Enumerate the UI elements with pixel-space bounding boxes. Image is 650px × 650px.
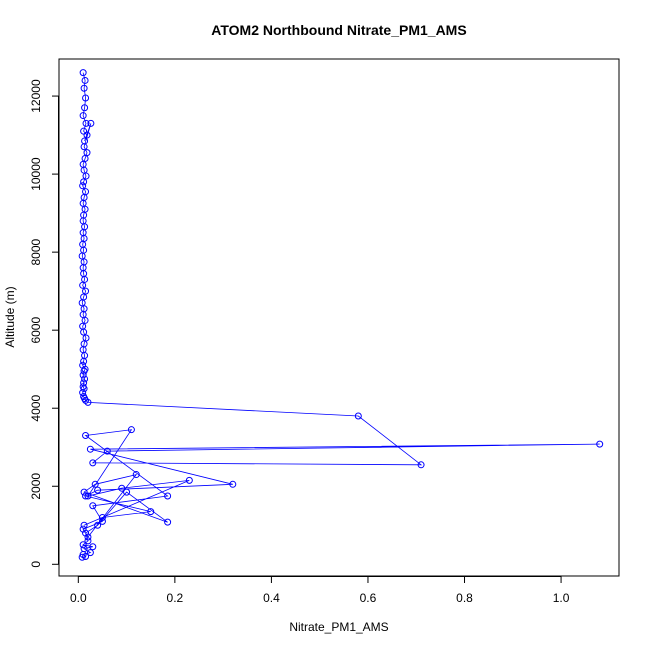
data-point bbox=[354, 412, 362, 420]
x-tick-label: 1.0 bbox=[553, 591, 570, 605]
data-point bbox=[98, 513, 106, 521]
data-point bbox=[82, 552, 90, 560]
data-point bbox=[84, 398, 92, 406]
x-tick-label: 0.0 bbox=[70, 591, 87, 605]
data-point bbox=[89, 459, 97, 467]
data-point bbox=[79, 281, 87, 289]
data-point bbox=[79, 371, 87, 379]
data-point bbox=[80, 143, 88, 151]
data-point bbox=[82, 94, 90, 102]
data-point bbox=[80, 488, 88, 496]
data-point bbox=[79, 541, 87, 549]
data-point bbox=[80, 367, 88, 375]
y-tick-label: 6000 bbox=[29, 317, 43, 344]
data-point bbox=[80, 521, 88, 529]
data-point bbox=[82, 432, 90, 440]
data-point bbox=[123, 488, 131, 496]
data-point bbox=[81, 375, 89, 383]
points-group bbox=[78, 69, 604, 561]
data-point bbox=[94, 486, 102, 494]
y-tick-label: 10000 bbox=[29, 157, 43, 191]
data-point bbox=[82, 492, 90, 500]
data-point bbox=[91, 480, 99, 488]
data-point bbox=[81, 104, 89, 112]
data-point bbox=[80, 328, 88, 336]
data-point bbox=[82, 172, 90, 180]
y-axis: 0 2000 4000 6000 8000 10000 12000 bbox=[29, 79, 59, 568]
data-point bbox=[229, 480, 237, 488]
data-point bbox=[79, 69, 87, 77]
x-tick-label: 0.6 bbox=[360, 591, 377, 605]
data-point bbox=[79, 112, 87, 120]
data-point bbox=[596, 440, 604, 448]
data-point bbox=[82, 119, 90, 127]
data-point bbox=[86, 445, 94, 453]
data-point bbox=[164, 518, 172, 526]
data-point bbox=[127, 426, 135, 434]
data-point bbox=[80, 84, 88, 92]
y-tick-label: 0 bbox=[29, 561, 43, 568]
data-point bbox=[80, 178, 88, 186]
data-point bbox=[80, 357, 88, 365]
data-point bbox=[185, 476, 193, 484]
data-point bbox=[79, 182, 87, 190]
data-point bbox=[417, 461, 425, 469]
data-point bbox=[87, 119, 95, 127]
y-tick-label: 12000 bbox=[29, 79, 43, 113]
data-point bbox=[89, 502, 97, 510]
data-point bbox=[98, 517, 106, 525]
y-tick-label: 8000 bbox=[29, 238, 43, 265]
series-line-group bbox=[81, 72, 600, 558]
y-tick-label: 4000 bbox=[29, 395, 43, 422]
x-axis-label: Nitrate_PM1_AMS bbox=[289, 620, 388, 634]
x-tick-label: 0.4 bbox=[263, 591, 280, 605]
x-tick-label: 0.8 bbox=[456, 591, 473, 605]
data-point bbox=[83, 131, 91, 139]
x-tick-label: 0.2 bbox=[167, 591, 184, 605]
data-point bbox=[86, 549, 94, 557]
y-tick-label: 2000 bbox=[29, 473, 43, 500]
data-point bbox=[82, 529, 90, 537]
data-point bbox=[118, 484, 126, 492]
data-point bbox=[103, 447, 111, 455]
data-point bbox=[84, 492, 92, 500]
data-point bbox=[147, 508, 155, 516]
y-axis-label: Altitude (m) bbox=[3, 286, 17, 347]
data-point bbox=[89, 543, 97, 551]
data-point bbox=[81, 316, 89, 324]
chart-title: ATOM2 Northbound Nitrate_PM1_AMS bbox=[211, 22, 466, 38]
series-line bbox=[81, 72, 600, 558]
data-point bbox=[132, 471, 140, 479]
data-point bbox=[80, 385, 88, 393]
data-point bbox=[94, 521, 102, 529]
data-point bbox=[164, 492, 172, 500]
data-point bbox=[84, 537, 92, 545]
data-point bbox=[81, 76, 89, 84]
data-point bbox=[78, 553, 86, 561]
x-axis: 0.0 0.2 0.4 0.6 0.8 1.0 bbox=[70, 576, 570, 605]
